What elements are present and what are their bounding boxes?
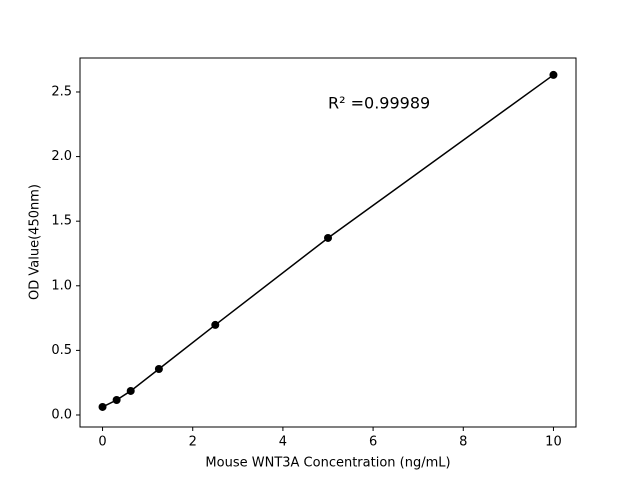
plot-frame xyxy=(79,57,577,428)
x-tick-label: 4 xyxy=(279,435,287,450)
y-tick-label: 0.0 xyxy=(51,407,72,422)
y-tick-label: 2.5 xyxy=(51,84,72,99)
y-tick-label: 1.0 xyxy=(51,278,72,293)
y-tick-label: 2.0 xyxy=(51,149,72,164)
annotation: R² =0.99989 xyxy=(328,94,430,113)
y-tick-label: 1.5 xyxy=(51,214,72,229)
x-tick-label: 0 xyxy=(98,435,106,450)
marker xyxy=(126,386,135,395)
marker xyxy=(154,364,163,373)
x-tick-label: 2 xyxy=(189,435,197,450)
x-tick-label: 6 xyxy=(369,435,377,450)
x-tick-label: 10 xyxy=(545,435,562,450)
y-tick-label: 0.5 xyxy=(51,343,72,358)
x-axis-label: Mouse WNT3A Concentration (ng/mL) xyxy=(205,456,450,471)
marker xyxy=(211,320,220,329)
marker xyxy=(112,395,121,404)
x-tick-label: 8 xyxy=(459,435,467,450)
marker xyxy=(549,70,558,79)
marker xyxy=(324,233,332,242)
y-axis-label: OD Value(450nm) xyxy=(28,184,43,300)
marker xyxy=(98,402,107,411)
